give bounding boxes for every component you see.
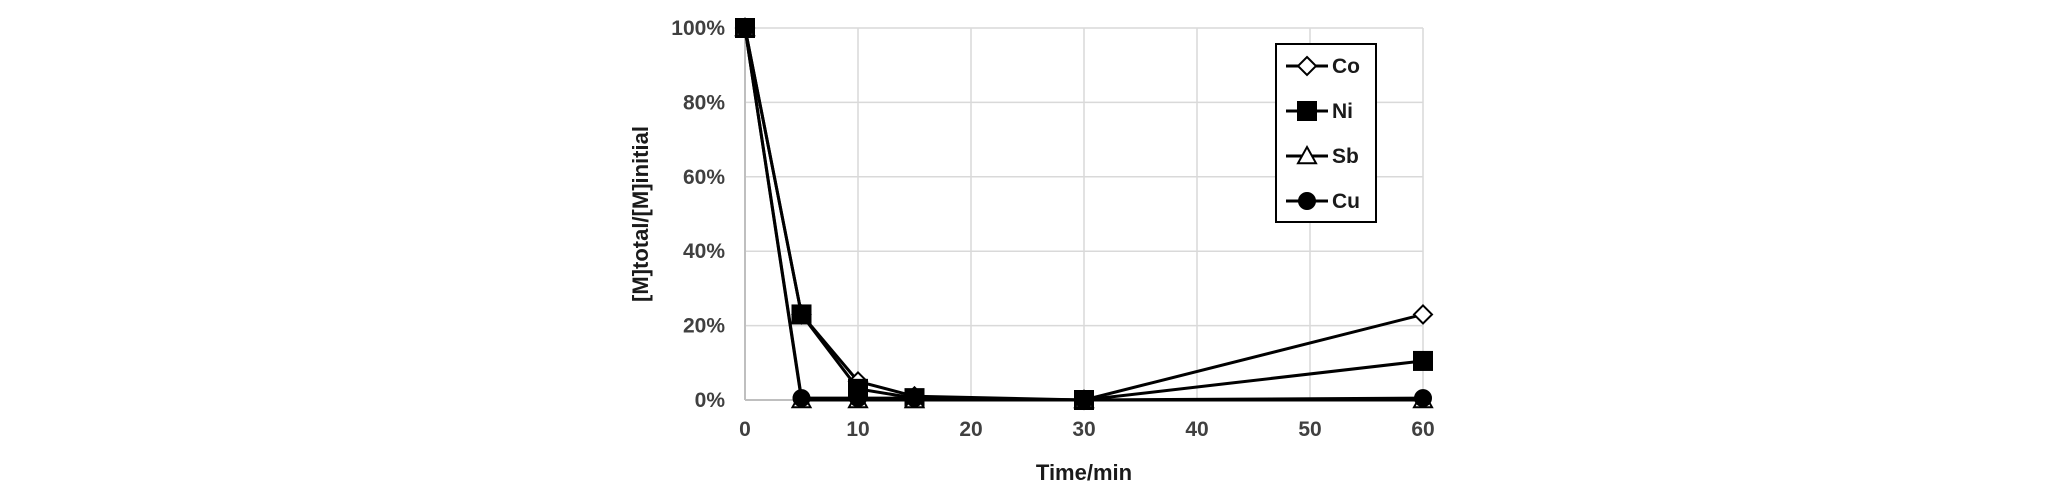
legend-label-co: Co <box>1332 55 1360 78</box>
legend-label-sb: Sb <box>1332 145 1359 168</box>
legend-marker-sb <box>1296 144 1318 165</box>
legend-label-ni: Ni <box>1332 100 1353 123</box>
y-tick-label: 40% <box>683 240 725 263</box>
data-point-ni <box>1413 350 1433 371</box>
x-tick-label: 0 <box>739 418 751 441</box>
legend-marker-co <box>1296 55 1318 77</box>
series-layer <box>734 16 1434 411</box>
legend-label-cu: Cu <box>1332 190 1360 213</box>
legend-item-sb: Sb <box>1286 144 1359 168</box>
y-tick-label: 100% <box>671 17 725 40</box>
legend-marker-cu <box>1298 192 1316 210</box>
legend-item-ni: Ni <box>1286 100 1353 123</box>
tick-labels: 0% 20% 40% 60% 80% 100% 0 10 20 30 40 50 60 <box>671 17 1434 441</box>
data-point-cu <box>736 19 754 37</box>
data-point-ni <box>791 304 812 325</box>
data-point-cu <box>1414 389 1432 408</box>
y-tick-label: 60% <box>683 166 725 189</box>
x-tick-label: 40 <box>1185 418 1208 441</box>
data-point-cu <box>849 389 867 408</box>
data-point-co <box>1412 304 1434 325</box>
x-tick-label: 10 <box>846 418 869 441</box>
x-tick-label: 30 <box>1072 418 1095 441</box>
gridlines <box>745 27 1424 400</box>
series-cu <box>736 19 1432 409</box>
legend-item-cu: Cu <box>1286 190 1360 213</box>
x-tick-label: 60 <box>1411 418 1434 441</box>
x-tick-label: 20 <box>959 418 982 441</box>
legend: Co Ni Sb Cu <box>1275 43 1377 223</box>
series-line-cu <box>743 27 1424 402</box>
data-point-cu <box>792 389 811 408</box>
y-tick-label: 80% <box>683 91 725 114</box>
data-point-cu <box>905 389 924 408</box>
data-point-cu <box>1075 391 1093 409</box>
series-line-ni <box>743 27 1424 402</box>
y-axis-title: [M]total/[M]initial <box>628 126 653 302</box>
y-tick-label: 20% <box>683 315 725 338</box>
x-tick-label: 50 <box>1298 418 1321 441</box>
legend-marker-ni <box>1297 101 1317 121</box>
x-axis-title: Time/min <box>1036 460 1132 485</box>
legend-box <box>1275 43 1377 223</box>
y-tick-label: 0% <box>695 389 726 412</box>
legend-item-co: Co <box>1286 55 1360 78</box>
